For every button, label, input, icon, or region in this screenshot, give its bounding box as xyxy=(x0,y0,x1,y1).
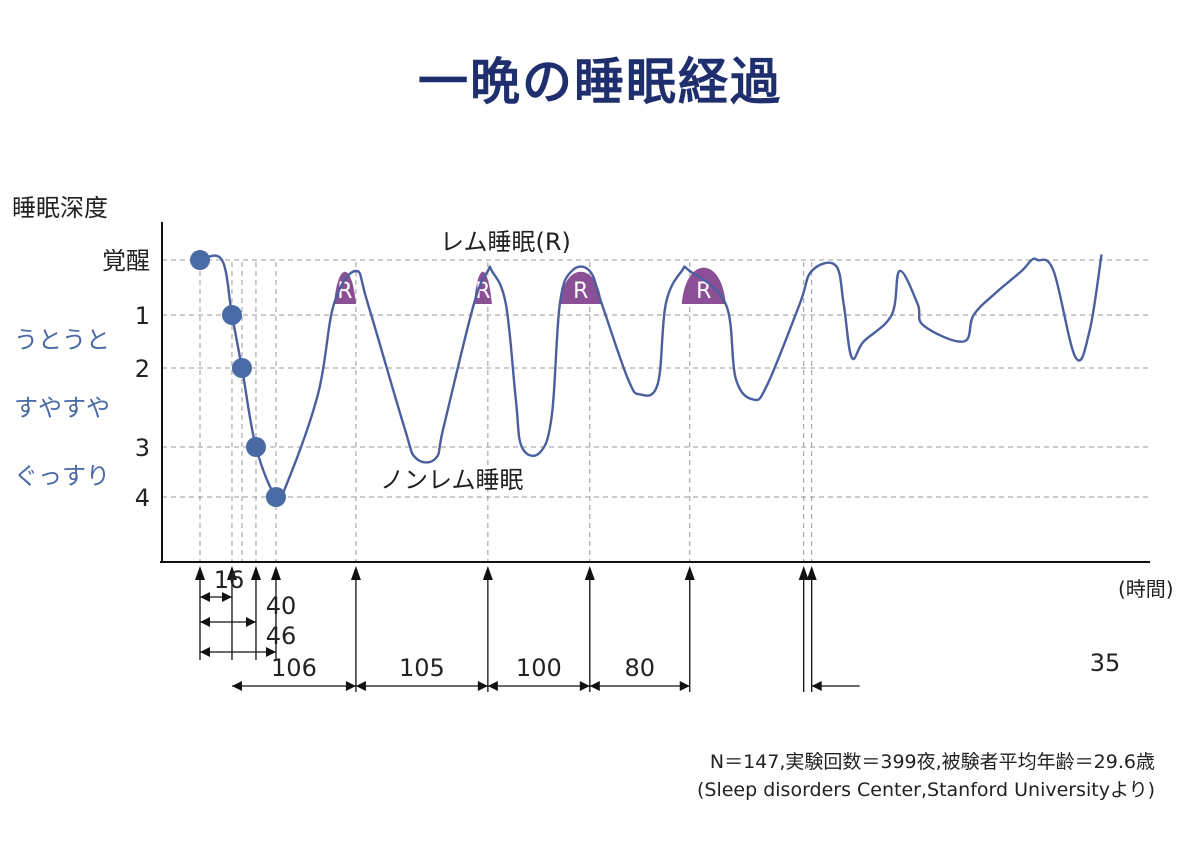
cycle-arrowhead xyxy=(482,566,493,580)
duration-arrowhead-left xyxy=(200,617,210,627)
y-tick-label: 覚醒 xyxy=(102,247,150,275)
stage-point xyxy=(221,305,242,325)
stage-point xyxy=(265,487,286,507)
duration-label: 40 xyxy=(266,592,297,620)
rem-annotation: レム睡眠(R) xyxy=(440,228,571,256)
cycle-arrowhead xyxy=(226,566,237,580)
duration-arrowhead-right xyxy=(265,647,276,657)
y-axis-label: 睡眠深度 xyxy=(12,194,108,222)
stage-point xyxy=(245,437,266,457)
cycle-arrowhead xyxy=(684,566,695,580)
cycle-arrowhead xyxy=(195,566,205,580)
rem-cap xyxy=(333,271,356,304)
rem-marker-label: R xyxy=(573,279,588,304)
duration-arrowhead-right xyxy=(579,681,590,691)
duration-arrowhead-left xyxy=(231,681,242,691)
rem-cap xyxy=(473,271,492,304)
depth-word-label: うとうと xyxy=(14,326,110,354)
duration-arrowhead-right xyxy=(345,681,356,691)
cycle-arrowhead xyxy=(350,566,361,580)
cycle-arrowhead xyxy=(270,566,281,580)
y-tick-label: 1 xyxy=(135,302,150,330)
rem-cap xyxy=(559,271,602,304)
depth-word-label: すやすや xyxy=(14,394,110,422)
x-axis-label: (時間) xyxy=(1118,577,1174,601)
rem-marker-label: R xyxy=(696,279,711,304)
duration-arrowhead-right xyxy=(477,681,488,691)
y-tick-label: 2 xyxy=(135,355,150,383)
duration-label: 105 xyxy=(399,654,445,682)
sleep-depth-line xyxy=(199,254,1103,503)
duration-arrowhead-left xyxy=(487,681,498,691)
duration-arrowhead-left xyxy=(589,681,600,691)
duration-label: 46 xyxy=(266,622,297,650)
duration-arrowhead-left xyxy=(200,592,210,602)
cycle-arrowhead xyxy=(584,566,595,580)
chart-title: 一晩の睡眠経過 xyxy=(418,53,782,111)
y-tick-label: 3 xyxy=(135,434,150,462)
duration-arrowhead-right xyxy=(679,681,690,691)
y-tick-label: 4 xyxy=(135,484,150,512)
rem-cap xyxy=(681,267,726,304)
cycle-arrowhead xyxy=(250,566,261,580)
duration-label: 80 xyxy=(625,654,656,682)
duration-label: 35 xyxy=(1090,649,1121,677)
duration-arrowhead-left xyxy=(355,681,366,691)
duration-label: 16 xyxy=(214,566,245,594)
duration-arrowhead-left xyxy=(200,647,210,657)
duration-arrowhead-right xyxy=(245,617,256,627)
depth-word-label: ぐっすり xyxy=(14,462,110,490)
footnote-line1: N＝147,実験回数＝399夜,被験者平均年齢＝29.6歳 xyxy=(710,751,1155,773)
duration-label: 106 xyxy=(271,654,317,682)
cycle-arrowhead xyxy=(798,566,809,580)
cycle-arrowhead xyxy=(806,566,817,580)
duration-arrowhead-right xyxy=(221,592,232,602)
stage-point xyxy=(231,358,252,378)
stage-point xyxy=(190,250,210,270)
nonrem-annotation: ノンレム睡眠 xyxy=(380,466,524,494)
footnote-line2: (Sleep disorders Center,Stanford Univers… xyxy=(697,779,1155,801)
duration-arrowhead-left xyxy=(811,681,822,691)
duration-label: 100 xyxy=(516,654,562,682)
